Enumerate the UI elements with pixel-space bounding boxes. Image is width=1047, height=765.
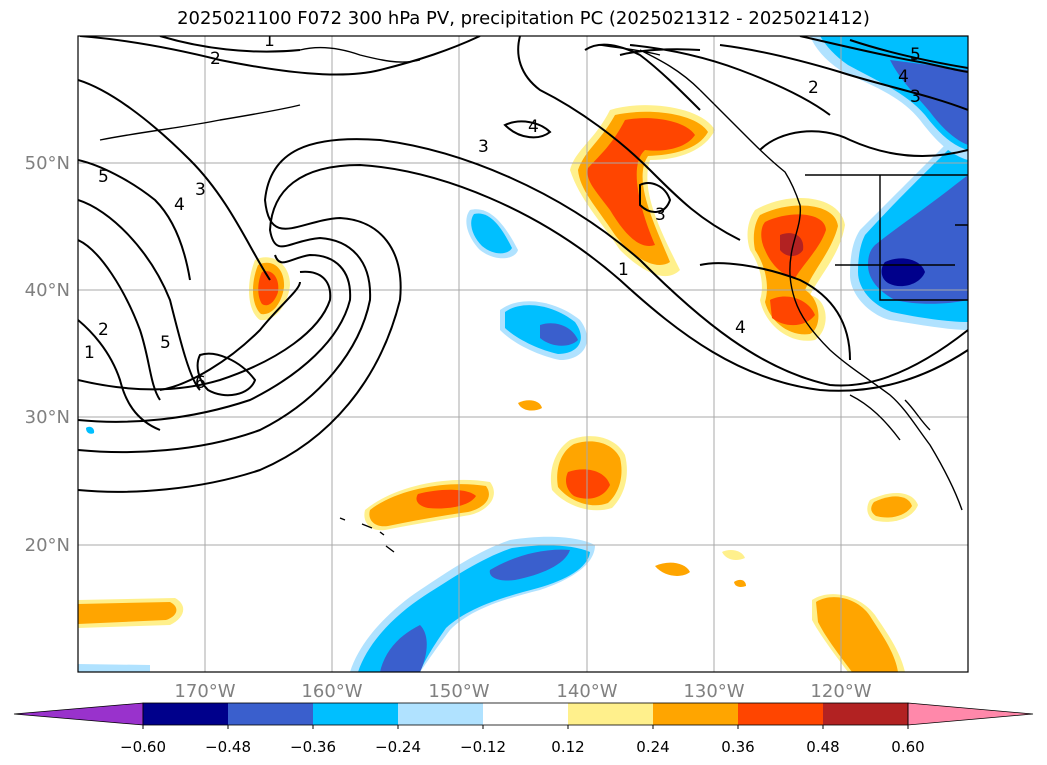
pv-label-5c: 5: [910, 45, 921, 65]
coastlines: [99, 44, 968, 553]
colorbar-extend-low: [13, 702, 144, 726]
lon-label-160w: 160°W: [301, 681, 362, 702]
lat-label-30n: 30°N: [25, 407, 70, 428]
pv-label-6: 6: [195, 373, 206, 393]
pv-labels: 2 1 3 4 5 3 4 2 1 5 6 1 4 3 5 4 3 2: [84, 31, 921, 393]
colorbar-box: [653, 703, 738, 725]
lat-label-50n: 50°N: [25, 153, 70, 174]
pv-contours: [78, 36, 968, 493]
colorbar-box: [313, 703, 398, 725]
colorbar-tick-label: −0.36: [290, 738, 336, 756]
pv-label-1b: 1: [84, 343, 95, 363]
lon-label-140w: 140°W: [556, 681, 617, 702]
lon-label-120w: 120°W: [810, 681, 871, 702]
colorbar-box: [143, 703, 228, 725]
lon-label-150w: 150°W: [428, 681, 489, 702]
precip-shading: [78, 36, 968, 672]
pv-label-4c: 4: [735, 318, 746, 338]
map-frame: [77, 35, 969, 673]
pv-label-3: 3: [478, 137, 489, 157]
colorbar-box: [568, 703, 653, 725]
pv-label-1c: 1: [618, 260, 629, 280]
pv-label-5: 5: [98, 167, 109, 187]
colorbar-box: [398, 703, 483, 725]
lon-label-130w: 130°W: [683, 681, 744, 702]
graticule: [78, 36, 968, 672]
colorbar-tick-label: 0.60: [891, 738, 924, 756]
colorbar-box: [738, 703, 823, 725]
lon-labels: 170°W 160°W 150°W 140°W 130°W 120°W: [174, 681, 871, 702]
colorbar-tick-label: 0.48: [806, 738, 839, 756]
colorbar-tick-label: 0.12: [551, 738, 584, 756]
colorbar-outline: [142, 702, 909, 726]
lat-label-40n: 40°N: [25, 280, 70, 301]
pv-label-3b: 3: [195, 180, 206, 200]
pv-label-5b: 5: [160, 333, 171, 353]
colorbar-tick-label: 0.24: [636, 738, 669, 756]
colorbar-box: [823, 703, 908, 725]
pv-label-2c: 2: [808, 78, 819, 98]
colorbar-tick-label: −0.12: [460, 738, 506, 756]
colorbar-tick-label: −0.24: [375, 738, 421, 756]
pv-label-3d: 3: [910, 87, 921, 107]
pv-label-1: 1: [264, 31, 275, 51]
pv-label-4d: 4: [898, 67, 909, 87]
colorbar-tick-label: −0.48: [205, 738, 251, 756]
colorbar-tick-label: 0.36: [721, 738, 754, 756]
colorbar-box: [228, 703, 313, 725]
lat-label-20n: 20°N: [25, 535, 70, 556]
colorbar-tick-label: −0.60: [120, 738, 166, 756]
pv-label-4b: 4: [174, 195, 185, 215]
colorbar-box: [483, 703, 568, 725]
pv-label-4: 4: [528, 117, 539, 137]
colorbar-extend-high: [907, 702, 1034, 726]
pv-label-2: 2: [210, 49, 221, 69]
lat-labels: 50°N 40°N 30°N 20°N: [25, 153, 70, 556]
lon-label-170w: 170°W: [174, 681, 235, 702]
colorbar: −0.60 −0.48 −0.36 −0.24 −0.12 0.12 0.24 0.36 0.4…: [13, 702, 1034, 756]
pv-label-3c: 3: [655, 205, 666, 225]
map-title: 2025021100 F072 300 hPa PV, precipitatio…: [177, 8, 870, 29]
pv-label-2b: 2: [98, 320, 109, 340]
